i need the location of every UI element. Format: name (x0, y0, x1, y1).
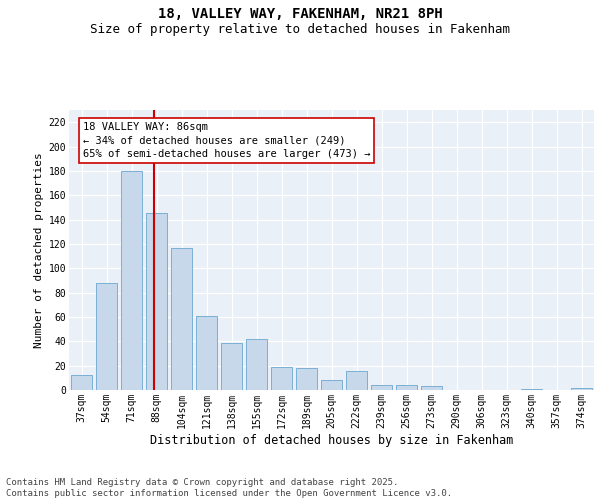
Bar (146, 214, 167, 390)
Bar (321, 380, 342, 390)
Bar (246, 339, 267, 390)
Text: Contains HM Land Registry data © Crown copyright and database right 2025.
Contai: Contains HM Land Registry data © Crown c… (6, 478, 452, 498)
Bar (121, 171, 142, 390)
Text: 18, VALLEY WAY, FAKENHAM, NR21 8PH: 18, VALLEY WAY, FAKENHAM, NR21 8PH (158, 8, 442, 22)
Bar (296, 368, 317, 390)
Text: Size of property relative to detached houses in Fakenham: Size of property relative to detached ho… (90, 22, 510, 36)
Bar (571, 388, 592, 390)
Bar (521, 389, 542, 390)
Bar (196, 316, 217, 390)
X-axis label: Distribution of detached houses by size in Fakenham: Distribution of detached houses by size … (150, 434, 513, 446)
Y-axis label: Number of detached properties: Number of detached properties (34, 152, 44, 348)
Bar (221, 342, 242, 390)
Bar (421, 386, 442, 390)
Bar (371, 385, 392, 390)
Bar (96, 283, 117, 390)
Bar (71, 376, 92, 390)
Text: 18 VALLEY WAY: 86sqm
← 34% of detached houses are smaller (249)
65% of semi-deta: 18 VALLEY WAY: 86sqm ← 34% of detached h… (83, 122, 370, 158)
Bar (171, 248, 192, 390)
Bar (271, 367, 292, 390)
Bar (346, 370, 367, 390)
Bar (396, 385, 417, 390)
